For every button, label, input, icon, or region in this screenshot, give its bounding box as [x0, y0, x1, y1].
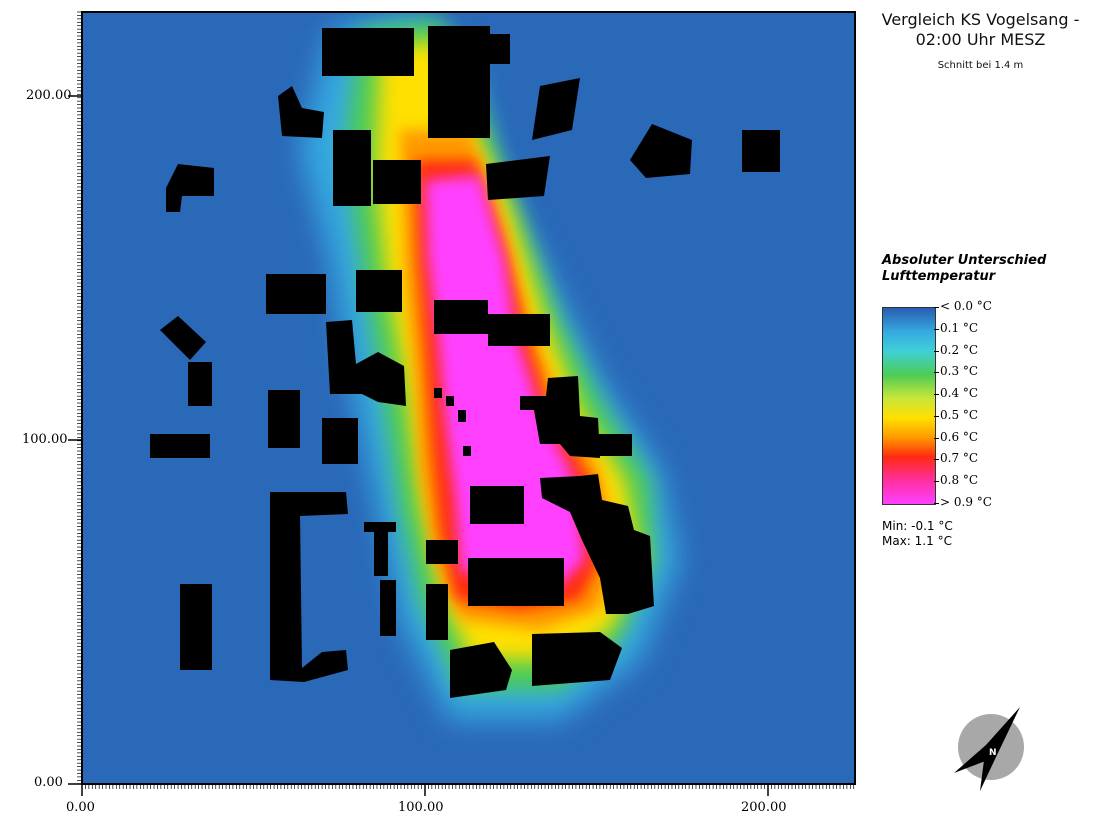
building — [446, 396, 454, 406]
legend-tick — [934, 351, 939, 352]
building — [333, 130, 371, 206]
building — [470, 486, 524, 524]
building — [486, 156, 550, 200]
legend-tick — [934, 372, 939, 373]
map-subtitle: Schnitt bei 1.4 m — [937, 60, 1024, 71]
legend-label: 0.5 °C — [940, 408, 979, 422]
legend-stats: Min: -0.1 °C Max: 1.1 °C — [882, 519, 953, 549]
legend-label: > 0.9 °C — [940, 495, 992, 509]
building — [380, 580, 396, 636]
building — [458, 410, 466, 422]
legend-tick — [934, 394, 939, 395]
max-value: Max: 1.1 °C — [882, 534, 952, 548]
y-tick-label: 0.00 — [34, 775, 63, 790]
legend-tick — [934, 307, 939, 308]
building — [326, 320, 406, 406]
building — [478, 34, 510, 64]
x-tick-label: 0.00 — [66, 800, 95, 815]
plot-frame — [81, 11, 856, 785]
building — [594, 434, 632, 456]
title-line-1: Vergleich KS Vogelsang - — [881, 10, 1080, 29]
building — [630, 124, 692, 178]
map-title: Vergleich KS Vogelsang - 02:00 Uhr MESZ — [868, 10, 1093, 50]
legend-tick — [934, 416, 939, 417]
building — [278, 86, 324, 138]
legend-tick — [934, 481, 939, 482]
building — [180, 584, 212, 670]
building — [426, 584, 448, 640]
legend-colorbar — [882, 307, 936, 505]
title-line-2: 02:00 Uhr MESZ — [915, 30, 1046, 49]
x-tick-label: 200.00 — [741, 800, 787, 815]
building — [266, 274, 326, 314]
legend-tick — [934, 438, 939, 439]
legend-label: 0.2 °C — [940, 343, 979, 357]
legend-label: 0.6 °C — [940, 430, 979, 444]
legend-label: 0.7 °C — [940, 451, 979, 465]
y-tick-label: 100.00 — [22, 432, 68, 447]
building — [356, 270, 402, 312]
legend-tick — [934, 329, 939, 330]
legend-label: 0.1 °C — [940, 321, 979, 335]
building — [463, 446, 471, 456]
legend-title-line-2: Lufttemperatur — [882, 269, 996, 284]
north-arrow-icon: N — [954, 707, 1024, 791]
buildings — [150, 26, 780, 698]
building — [434, 388, 442, 398]
axis-ticks — [68, 11, 855, 796]
building — [434, 300, 488, 334]
building — [322, 418, 358, 464]
compass-label: N — [989, 748, 997, 758]
legend-tick — [934, 459, 939, 460]
building — [742, 130, 780, 172]
building — [450, 642, 512, 698]
building — [488, 314, 550, 346]
building — [150, 434, 210, 458]
y-tick-label: 200.00 — [26, 88, 72, 103]
building — [364, 522, 396, 532]
compass-needle-tail — [980, 745, 996, 791]
legend-label: < 0.0 °C — [940, 299, 992, 313]
legend-tick — [934, 503, 939, 504]
building — [188, 362, 212, 406]
building — [468, 558, 564, 606]
building — [268, 390, 300, 448]
legend-label: 0.4 °C — [940, 386, 979, 400]
building — [322, 28, 414, 76]
legend-label: 0.3 °C — [940, 364, 979, 378]
building — [532, 632, 622, 686]
min-value: Min: -0.1 °C — [882, 519, 953, 533]
building — [373, 160, 421, 204]
building — [166, 164, 214, 212]
legend-label: 0.8 °C — [940, 473, 979, 487]
building — [426, 540, 458, 564]
building — [520, 376, 600, 458]
building — [160, 316, 206, 360]
legend-title: Absoluter Unterschied Lufttemperatur — [882, 253, 1082, 285]
legend-title-line-1: Absoluter Unterschied — [882, 253, 1047, 268]
x-tick-label: 100.00 — [398, 800, 444, 815]
building — [270, 492, 348, 682]
building — [532, 78, 580, 140]
building — [374, 532, 388, 576]
building — [540, 474, 654, 614]
